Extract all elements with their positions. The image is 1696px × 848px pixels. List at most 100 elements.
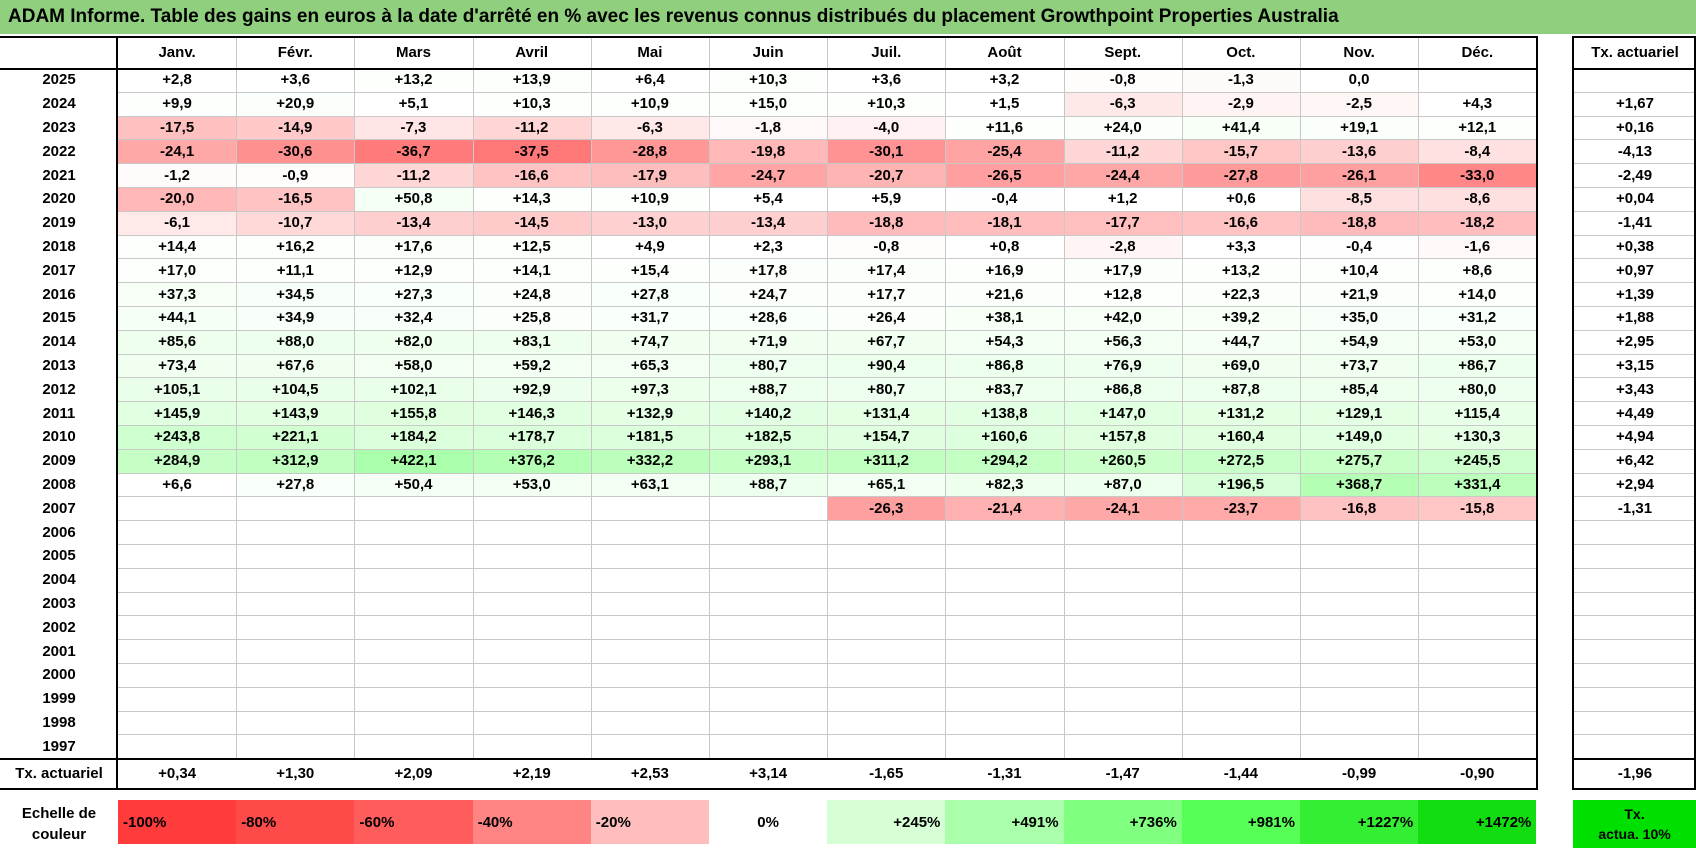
year-label: 2023	[42, 118, 76, 136]
heatmap-cell	[118, 734, 236, 758]
annual-rate-cell	[1574, 711, 1696, 735]
heatmap-cell: +63,1	[590, 472, 709, 497]
color-scale-stop: +981%	[1181, 800, 1300, 844]
heatmap-cell: +311,2	[827, 448, 946, 473]
heatmap-cell: +54,9	[1300, 329, 1419, 354]
heatmap-cell: +181,5	[590, 425, 709, 449]
heatmap-cell	[827, 687, 945, 711]
heatmap-cell: +149,0	[1300, 425, 1419, 449]
heatmap-cell: -0,4	[945, 187, 1064, 211]
heatmap-cell: +24,7	[709, 282, 828, 306]
heatmap-cell: +56,3	[1063, 329, 1182, 354]
heatmap-cell: -11,2	[1063, 139, 1182, 164]
heatmap-cell: +50,4	[354, 472, 473, 497]
annual-rate-header: Tx. actuariel	[1591, 43, 1679, 61]
heatmap-cell	[709, 734, 827, 758]
heatmap-cell: +368,7	[1300, 472, 1419, 497]
heatmap-cell: -0,8	[1063, 68, 1182, 92]
heatmap-cell: -6,1	[118, 210, 237, 235]
monthly-rate-cell: +2,09	[394, 764, 433, 782]
column-header-10: Oct.	[1226, 43, 1256, 61]
heatmap-cell: +82,3	[945, 472, 1064, 497]
heatmap-cell: +115,4	[1418, 401, 1537, 425]
monthly-rate-cell: +3,14	[749, 764, 788, 782]
heatmap-cell	[118, 711, 236, 735]
heatmap-cell: +10,3	[709, 68, 828, 92]
heatmap-cell: +88,0	[236, 329, 355, 354]
heatmap-cell	[118, 663, 236, 687]
heatmap-cell: +32,4	[354, 306, 473, 330]
heatmap-cell: +16,2	[236, 234, 355, 259]
heatmap-cell: +157,8	[1063, 425, 1182, 449]
heatmap-cell: +42,0	[1063, 306, 1182, 330]
heatmap-cell: -15,7	[1181, 139, 1300, 164]
heatmap-cell	[591, 496, 709, 520]
heatmap-cell	[1182, 520, 1300, 544]
heatmap-cell	[591, 639, 709, 663]
heatmap-cell: +12,8	[1063, 282, 1182, 306]
row-gridline	[1574, 163, 1696, 165]
column-header-1: Janv.	[158, 43, 196, 61]
heatmap-cell: +1,2	[1063, 187, 1182, 211]
heatmap-cell: +87,0	[1063, 472, 1182, 497]
heatmap-cell: +131,4	[827, 401, 946, 425]
heatmap-cell	[591, 615, 709, 639]
heatmap-cell	[1064, 568, 1182, 592]
row-gridline	[1574, 686, 1696, 688]
heatmap-cell: +27,8	[590, 282, 709, 306]
heatmap-cell: +83,7	[945, 377, 1064, 402]
year-label: 2010	[42, 428, 76, 446]
row-gridline	[1574, 377, 1696, 379]
color-scale-stop: -60%	[354, 800, 473, 844]
heatmap-cell	[827, 734, 945, 758]
heatmap-cell: +86,8	[945, 353, 1064, 378]
heatmap-cell	[236, 615, 354, 639]
year-label: 2020	[42, 190, 76, 208]
annual-rate-cell	[1574, 544, 1696, 568]
column-gridline	[236, 36, 238, 759]
heatmap-cell: +14,1	[472, 258, 591, 283]
heatmap-cell	[1064, 711, 1182, 735]
heatmap-cell: +85,6	[118, 329, 237, 354]
heatmap-cell: +3,3	[1181, 234, 1300, 259]
year-label: 2003	[42, 594, 76, 612]
heatmap-cell: +14,4	[118, 234, 237, 259]
heatmap-cell	[827, 544, 945, 568]
monthly-rate-cell: +0,34	[158, 764, 197, 782]
heatmap-cell	[118, 568, 236, 592]
heatmap-cell: -36,7	[354, 139, 473, 164]
heatmap-cell: +3,2	[945, 68, 1064, 92]
column-gridline	[1181, 36, 1183, 759]
color-scale-label-line1: Echelle de	[21, 805, 97, 822]
heatmap-cell: +80,7	[709, 353, 828, 378]
heatmap-cell: +16,9	[945, 258, 1064, 283]
row-gridline	[1574, 425, 1696, 426]
heatmap-cell: +182,5	[709, 425, 828, 449]
heatmap-cell: +146,3	[472, 401, 591, 425]
heatmap-cell: -15,8	[1418, 496, 1537, 521]
row-gridline	[1574, 258, 1696, 260]
heatmap-cell: +27,3	[354, 282, 473, 306]
heatmap-cell: +130,3	[1418, 425, 1537, 449]
heatmap-cell: -18,1	[945, 210, 1064, 235]
border	[0, 788, 1537, 791]
year-label: 2005	[42, 547, 76, 565]
heatmap-cell: -21,4	[945, 496, 1064, 521]
heatmap-cell: +422,1	[354, 448, 473, 473]
heatmap-cell: +6,6	[118, 472, 237, 497]
color-scale-stop: -40%	[472, 800, 591, 844]
border	[1572, 36, 1574, 791]
heatmap-cell: +312,9	[236, 448, 355, 473]
heatmap-cell: +74,7	[590, 329, 709, 354]
heatmap-cell: +104,5	[236, 377, 355, 402]
heatmap-cell	[1300, 734, 1418, 758]
heatmap-cell: +160,6	[945, 425, 1064, 449]
heatmap-cell	[1064, 687, 1182, 711]
row-gridline	[1574, 139, 1696, 141]
heatmap-cell: +83,1	[472, 329, 591, 354]
monthly-rate-cell: +2,19	[512, 764, 551, 782]
heatmap-cell	[354, 496, 472, 520]
heatmap-cell	[1418, 568, 1536, 592]
year-label: 2021	[42, 166, 76, 184]
heatmap-cell	[473, 544, 591, 568]
